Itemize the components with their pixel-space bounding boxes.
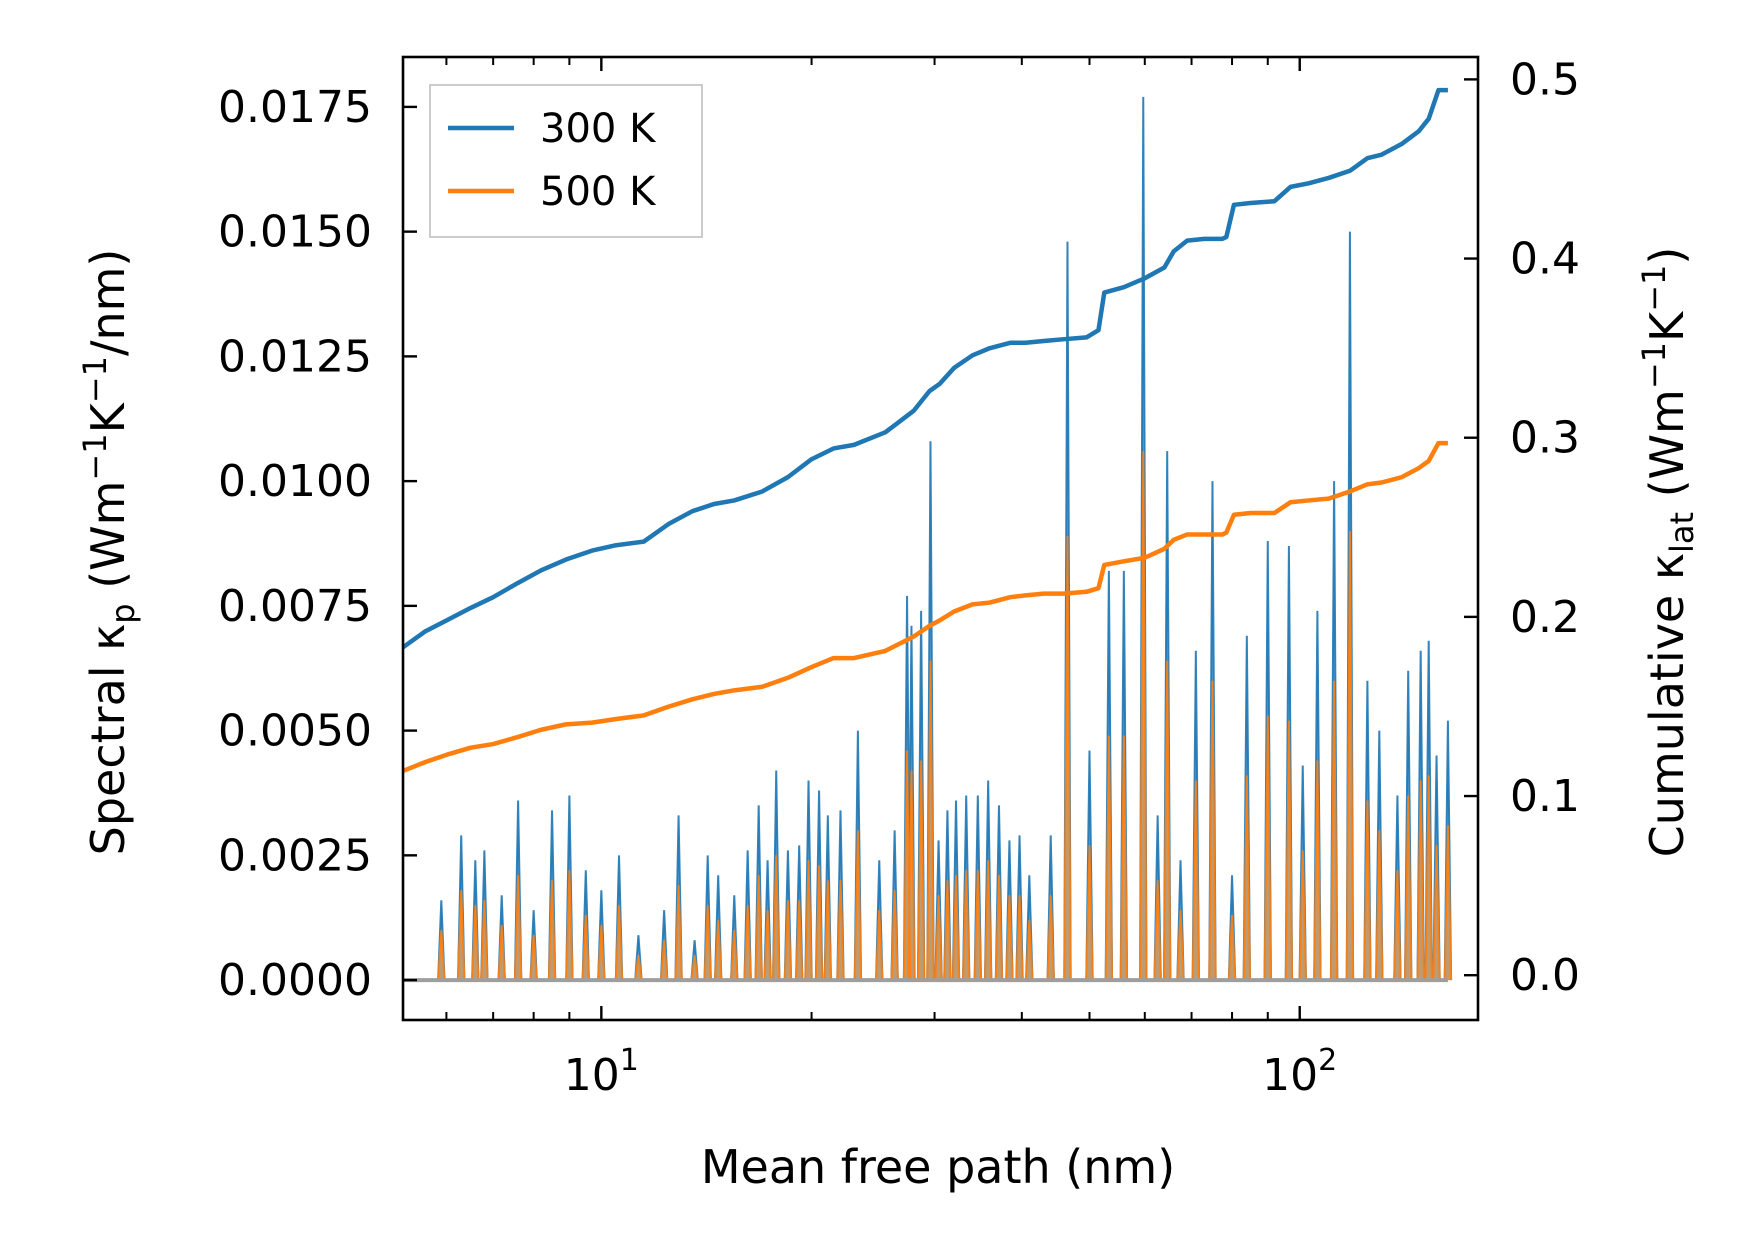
legend-label-500k: 500 K [540, 169, 657, 215]
plot-area [401, 87, 1453, 983]
y-left-tick-label: 0.0150 [218, 207, 372, 258]
y-left-tick-label: 0.0175 [218, 82, 372, 133]
x-axis-label: Mean free path (nm) [701, 1140, 1175, 1194]
cumulative-line-500k [402, 440, 1448, 774]
y-left-tick-label: 0.0100 [218, 456, 372, 507]
y-left-tick-label: 0.0025 [218, 830, 372, 881]
y-right-tick-label: 0.1 [1510, 771, 1580, 822]
x-tick-label-10: 101 [564, 1043, 639, 1101]
y-left-tick-label: 0.0000 [218, 955, 372, 1006]
y-left-tick-label: 0.0075 [218, 581, 372, 632]
legend: 300 K 500 K [429, 84, 703, 238]
cumulative-line-300k [401, 87, 1448, 650]
y-axis-label-right: Cumulative κlat (Wm−1K−1) [1635, 247, 1701, 858]
y-right-tick-label: 0.5 [1510, 54, 1580, 105]
y-left-tick-label: 0.0125 [218, 331, 372, 382]
y-right-tick-label: 0.3 [1510, 413, 1580, 464]
y-left-tick-label: 0.0050 [218, 706, 372, 757]
legend-label-300k: 300 K [540, 106, 657, 152]
plot-frame [401, 55, 1480, 1022]
ticks: 0.0000 0.0025 0.0050 0.0075 0.0100 0.0125 0.01… [218, 54, 1580, 1020]
y-right-tick-label: 0.2 [1510, 592, 1580, 643]
y-right-tick-label: 0.0 [1510, 950, 1580, 1001]
legend-box [429, 84, 703, 238]
y-right-tick-label: 0.4 [1510, 234, 1580, 285]
x-tick-label-100: 102 [1262, 1043, 1337, 1101]
y-axis-label-left: Spectral κp (Wm−1K−1/nm) [76, 249, 142, 856]
